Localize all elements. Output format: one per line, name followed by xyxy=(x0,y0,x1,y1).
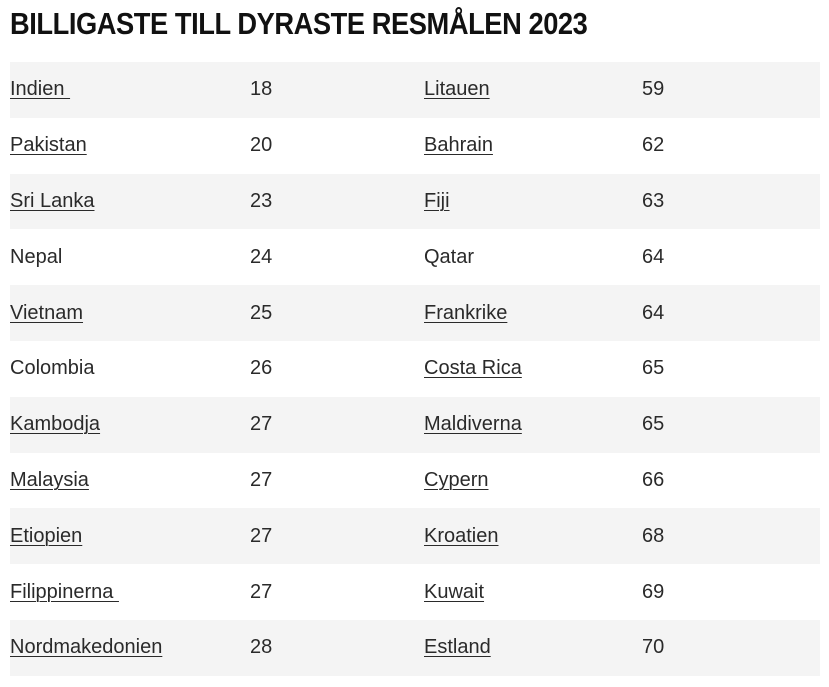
left-country-cell: Indien xyxy=(10,62,250,118)
country-link-maldiverna[interactable]: Maldiverna xyxy=(424,413,522,436)
country-link-kambodja[interactable]: Kambodja xyxy=(10,413,101,436)
country-link-nordmakedonien[interactable]: Nordmakedonien xyxy=(10,636,163,659)
country-link-etiopien[interactable]: Etiopien xyxy=(10,524,83,547)
left-country-cell: Etiopien xyxy=(10,508,250,564)
left-country-cell: Nordmakedonien xyxy=(10,620,250,676)
right-value-cell: 64 xyxy=(642,245,665,268)
country-link-indien[interactable]: Indien xyxy=(10,78,71,101)
left-country-cell: Sri Lanka xyxy=(10,174,250,230)
country-name-qatar: Qatar xyxy=(424,245,475,268)
right-country-cell: Kuwait xyxy=(424,564,642,620)
country-link-frankrike[interactable]: Frankrike xyxy=(424,301,508,324)
left-country-cell: Kambodja xyxy=(10,397,250,453)
country-link-filippinerna[interactable]: Filippinerna xyxy=(10,580,119,603)
country-name-nepal: Nepal xyxy=(10,245,63,268)
destinations-table: Indien 18 Litauen 59 Pakistan 20 Bahrain… xyxy=(10,62,820,676)
left-value-cell: 23 xyxy=(250,189,273,212)
country-link-vietnam[interactable]: Vietnam xyxy=(10,301,84,324)
country-link-sri-lanka[interactable]: Sri Lanka xyxy=(10,189,95,212)
table-row: Kambodja 27 Maldiverna 65 xyxy=(10,396,820,453)
right-value-cell: 65 xyxy=(642,413,665,436)
country-link-pakistan[interactable]: Pakistan xyxy=(10,134,87,157)
left-country-cell: Pakistan xyxy=(10,118,250,174)
right-value-cell: 62 xyxy=(642,134,665,157)
left-country-cell: Nepal xyxy=(10,229,250,285)
right-country-cell: Frankrike xyxy=(424,285,642,341)
right-value-cell: 66 xyxy=(642,468,665,491)
table-row: Colombia 26 Costa Rica 65 xyxy=(10,340,820,397)
right-country-cell: Estland xyxy=(424,620,642,676)
table-row: Malaysia 27 Cypern 66 xyxy=(10,452,820,509)
country-link-estland[interactable]: Estland xyxy=(424,636,491,659)
right-value-cell: 65 xyxy=(642,357,665,380)
country-link-kuwait[interactable]: Kuwait xyxy=(424,580,485,603)
right-value-cell: 59 xyxy=(642,78,665,101)
right-country-cell: Cypern xyxy=(424,453,642,509)
right-value-cell: 64 xyxy=(642,301,665,324)
table-row: Indien 18 Litauen 59 xyxy=(10,62,820,118)
right-country-cell: Bahrain xyxy=(424,118,642,174)
table-row: Sri Lanka 23 Fiji 63 xyxy=(10,173,820,230)
page-title: BILLIGASTE TILL DYRASTE RESMÅLEN 2023 xyxy=(10,6,588,41)
country-link-costa-rica[interactable]: Costa Rica xyxy=(424,357,522,380)
table-row: Nepal 24 Qatar 64 xyxy=(10,229,820,286)
right-country-cell: Maldiverna xyxy=(424,397,642,453)
left-country-cell: Vietnam xyxy=(10,285,250,341)
right-country-cell: Litauen xyxy=(424,62,642,118)
left-value-cell: 26 xyxy=(250,357,273,380)
country-link-cypern[interactable]: Cypern xyxy=(424,468,489,491)
left-value-cell: 20 xyxy=(250,134,273,157)
right-country-cell: Kroatien xyxy=(424,508,642,564)
table-row: Nordmakedonien 28 Estland 70 xyxy=(10,619,820,676)
left-value-cell: 28 xyxy=(250,636,273,659)
left-country-cell: Colombia xyxy=(10,341,250,397)
country-link-fiji[interactable]: Fiji xyxy=(424,189,450,212)
table-row: Etiopien 27 Kroatien 68 xyxy=(10,508,820,565)
country-link-litauen[interactable]: Litauen xyxy=(424,78,490,101)
left-value-cell: 27 xyxy=(250,468,273,491)
right-value-cell: 70 xyxy=(642,636,665,659)
country-link-bahrain[interactable]: Bahrain xyxy=(424,134,493,157)
country-link-malaysia[interactable]: Malaysia xyxy=(10,468,89,491)
left-country-cell: Malaysia xyxy=(10,453,250,509)
left-value-cell: 18 xyxy=(250,78,273,101)
right-country-cell: Qatar xyxy=(424,229,642,285)
table-row: Vietnam 25 Frankrike 64 xyxy=(10,285,820,341)
left-value-cell: 25 xyxy=(250,301,273,324)
right-value-cell: 69 xyxy=(642,580,665,603)
table-row: Pakistan 20 Bahrain 62 xyxy=(10,117,820,174)
left-value-cell: 24 xyxy=(250,245,273,268)
right-country-cell: Costa Rica xyxy=(424,341,642,397)
right-value-cell: 63 xyxy=(642,189,665,212)
left-value-cell: 27 xyxy=(250,413,273,436)
left-country-cell: Filippinerna xyxy=(10,564,250,620)
country-link-kroatien[interactable]: Kroatien xyxy=(424,524,499,547)
table-row: Filippinerna 27 Kuwait 69 xyxy=(10,564,820,620)
left-value-cell: 27 xyxy=(250,524,273,547)
country-name-colombia: Colombia xyxy=(10,357,95,380)
right-value-cell: 68 xyxy=(642,524,665,547)
right-country-cell: Fiji xyxy=(424,174,642,230)
left-value-cell: 27 xyxy=(250,580,273,603)
